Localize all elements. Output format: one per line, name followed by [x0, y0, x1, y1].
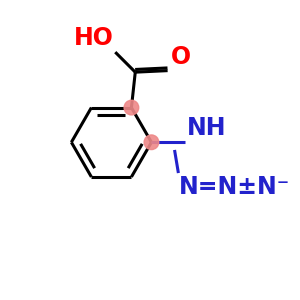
Text: NH: NH [187, 116, 226, 140]
Text: HO: HO [74, 26, 114, 50]
Circle shape [144, 135, 159, 150]
Text: N=N±N⁻: N=N±N⁻ [178, 176, 290, 200]
Circle shape [124, 100, 139, 115]
Text: O: O [171, 45, 191, 69]
